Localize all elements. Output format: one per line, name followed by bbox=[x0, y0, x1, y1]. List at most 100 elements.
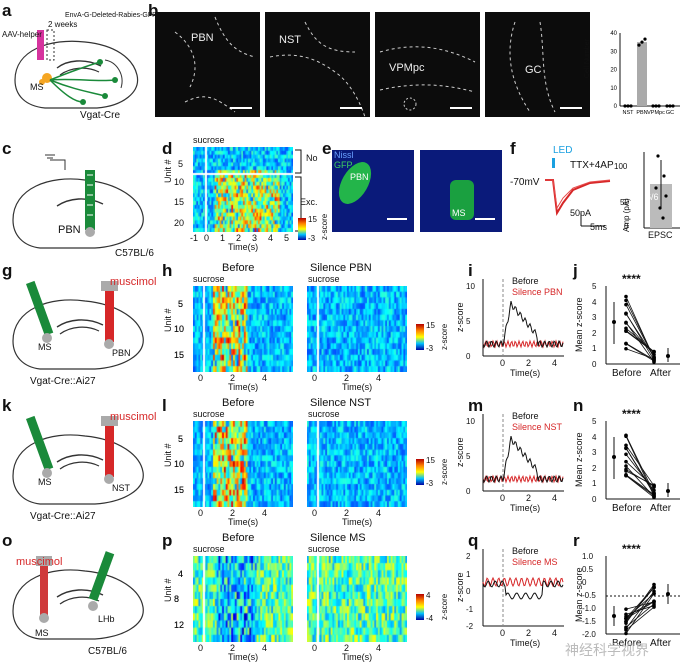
stim-label-p: sucrose bbox=[193, 544, 225, 554]
xtick-d-1: 0 bbox=[204, 233, 210, 243]
colorbar-d bbox=[298, 218, 306, 240]
dot-NST bbox=[626, 104, 630, 108]
ytick-f-2: 100 bbox=[614, 162, 628, 171]
ytick-h-0: 5 bbox=[178, 299, 184, 309]
drug-label-f: TTX+4AP bbox=[570, 160, 614, 171]
dot-GC bbox=[671, 104, 675, 108]
xtick-m-1: 2 bbox=[526, 493, 532, 503]
cb-label-l: z-score bbox=[440, 458, 449, 485]
legend-after-i: Silence PBN bbox=[512, 287, 563, 297]
xtick-q-1: 2 bbox=[526, 628, 532, 638]
ytick-p-0: 4 bbox=[178, 569, 184, 579]
micro-gc: GC bbox=[485, 12, 590, 117]
scale-bar bbox=[450, 107, 472, 109]
ytick-d-3: 20 bbox=[174, 218, 185, 228]
xlabel-q: Time(s) bbox=[510, 638, 541, 648]
ytick-m-0: 0 bbox=[466, 487, 471, 496]
ytick-r-2: -1.0 bbox=[582, 604, 596, 613]
virus1-label: AAV-helper bbox=[2, 30, 42, 39]
cb-max-d: 15 bbox=[308, 215, 317, 224]
target-label-g: PBN bbox=[112, 348, 131, 358]
watermark: 神经科学视界 bbox=[565, 643, 649, 659]
epsc-bar-chart bbox=[643, 152, 680, 229]
panel-label-m: m bbox=[468, 396, 484, 415]
ylabel-p: Unit # bbox=[163, 578, 173, 602]
mouse-label-o: C57BL/6 bbox=[88, 646, 127, 657]
xtick-n-0: Before bbox=[612, 503, 642, 514]
xtick-i-2: 4 bbox=[552, 358, 558, 368]
ylabel-h: Unit # bbox=[163, 308, 173, 332]
ytick-b-3: 30 bbox=[610, 49, 617, 55]
drug-label-g: muscimol bbox=[110, 276, 157, 288]
ms-label-a: MS bbox=[30, 82, 44, 92]
micro-gc-name: GC bbox=[525, 64, 542, 76]
xtick-l-a-1: 2 bbox=[344, 508, 350, 518]
ytick-n-3: 3 bbox=[592, 448, 597, 458]
histo-pbn bbox=[332, 150, 414, 232]
dot-PBN bbox=[643, 37, 647, 41]
heatmap-h-after bbox=[307, 286, 407, 372]
xlabel-p: Time(s) bbox=[228, 652, 259, 662]
xlabel-i: Time(s) bbox=[510, 368, 541, 378]
xtick-d-5: 4 bbox=[268, 233, 274, 243]
xtick-h-b-1: 2 bbox=[230, 373, 236, 383]
dot-GC bbox=[668, 104, 672, 108]
ytick-r-1: -1.5 bbox=[582, 617, 596, 626]
target-label-k: NST bbox=[112, 483, 130, 493]
ms-label-e: MS bbox=[452, 208, 466, 218]
ytick-f-1: 50 bbox=[620, 198, 629, 207]
cb-max-h: 15 bbox=[426, 321, 435, 330]
virus2-label: EnvA-G-Deleted-Rabies-GFP bbox=[65, 12, 157, 19]
xtick-h-a-2: 4 bbox=[376, 373, 382, 383]
ytick-l-1: 10 bbox=[174, 459, 185, 469]
title-before-p: Before bbox=[222, 532, 255, 544]
xtick-j-1: After bbox=[650, 368, 672, 379]
ms-label-g: MS bbox=[38, 342, 52, 352]
xtick-i-0: 0 bbox=[500, 358, 506, 368]
epsc-trace bbox=[545, 179, 611, 227]
group-no-label: No bbox=[306, 153, 318, 163]
heatmap-d bbox=[193, 147, 293, 232]
micro-nst: NST bbox=[265, 12, 370, 117]
ytick-j-0: 0 bbox=[592, 360, 597, 369]
title-before-l: Before bbox=[222, 397, 255, 409]
dot-PBN bbox=[640, 40, 644, 44]
heatmap-l-after bbox=[307, 421, 407, 507]
xlabel2-h: Time(s) bbox=[342, 382, 373, 392]
dot-NST bbox=[623, 104, 627, 108]
ytick-f-0: 0 bbox=[624, 222, 629, 231]
xtick-p-b-0: 0 bbox=[198, 643, 204, 653]
panel-label-p: p bbox=[162, 531, 173, 550]
ytick-h-1: 10 bbox=[174, 324, 185, 334]
ylabel-q: z-score bbox=[455, 572, 465, 602]
led-label: LED bbox=[553, 145, 573, 156]
ytick-l-2: 15 bbox=[174, 485, 185, 495]
sig-n: **** bbox=[622, 407, 641, 421]
dot-PBN bbox=[637, 43, 641, 47]
heatmap-p-after bbox=[307, 556, 407, 642]
ylabel-r: Mean z-score bbox=[574, 567, 584, 622]
panel-label-e: e bbox=[322, 139, 332, 158]
ytick-d-1: 10 bbox=[174, 177, 185, 187]
ylabel-i: z-score bbox=[455, 302, 465, 332]
xtick-b-2: VPMpc bbox=[647, 110, 665, 116]
ytick-h-0: 5 bbox=[178, 299, 184, 309]
dot-VPMpc bbox=[654, 104, 658, 108]
scale-bar bbox=[340, 107, 362, 109]
drug-label-k: muscimol bbox=[110, 411, 157, 423]
cb-min-p: -4 bbox=[426, 614, 434, 623]
xtick-p-a-2: 4 bbox=[376, 643, 382, 653]
xtick-p-a-0: 0 bbox=[312, 643, 318, 653]
cb-max-l: 15 bbox=[426, 456, 435, 465]
xlabel2-l: Time(s) bbox=[342, 517, 373, 527]
panel-label-n: n bbox=[573, 396, 584, 415]
xtick-b-3: GC bbox=[666, 110, 674, 116]
cb-label-d: z-score bbox=[320, 213, 329, 240]
colorbar-p bbox=[416, 594, 424, 620]
xtick-i-1: 2 bbox=[526, 358, 532, 368]
panel-label-c: c bbox=[2, 139, 12, 158]
sig-j: **** bbox=[622, 272, 641, 286]
micro-pbn-name: PBN bbox=[191, 32, 214, 44]
colorbar-h bbox=[416, 324, 424, 350]
micro-vpmpc-name: VPMpc bbox=[389, 62, 425, 74]
